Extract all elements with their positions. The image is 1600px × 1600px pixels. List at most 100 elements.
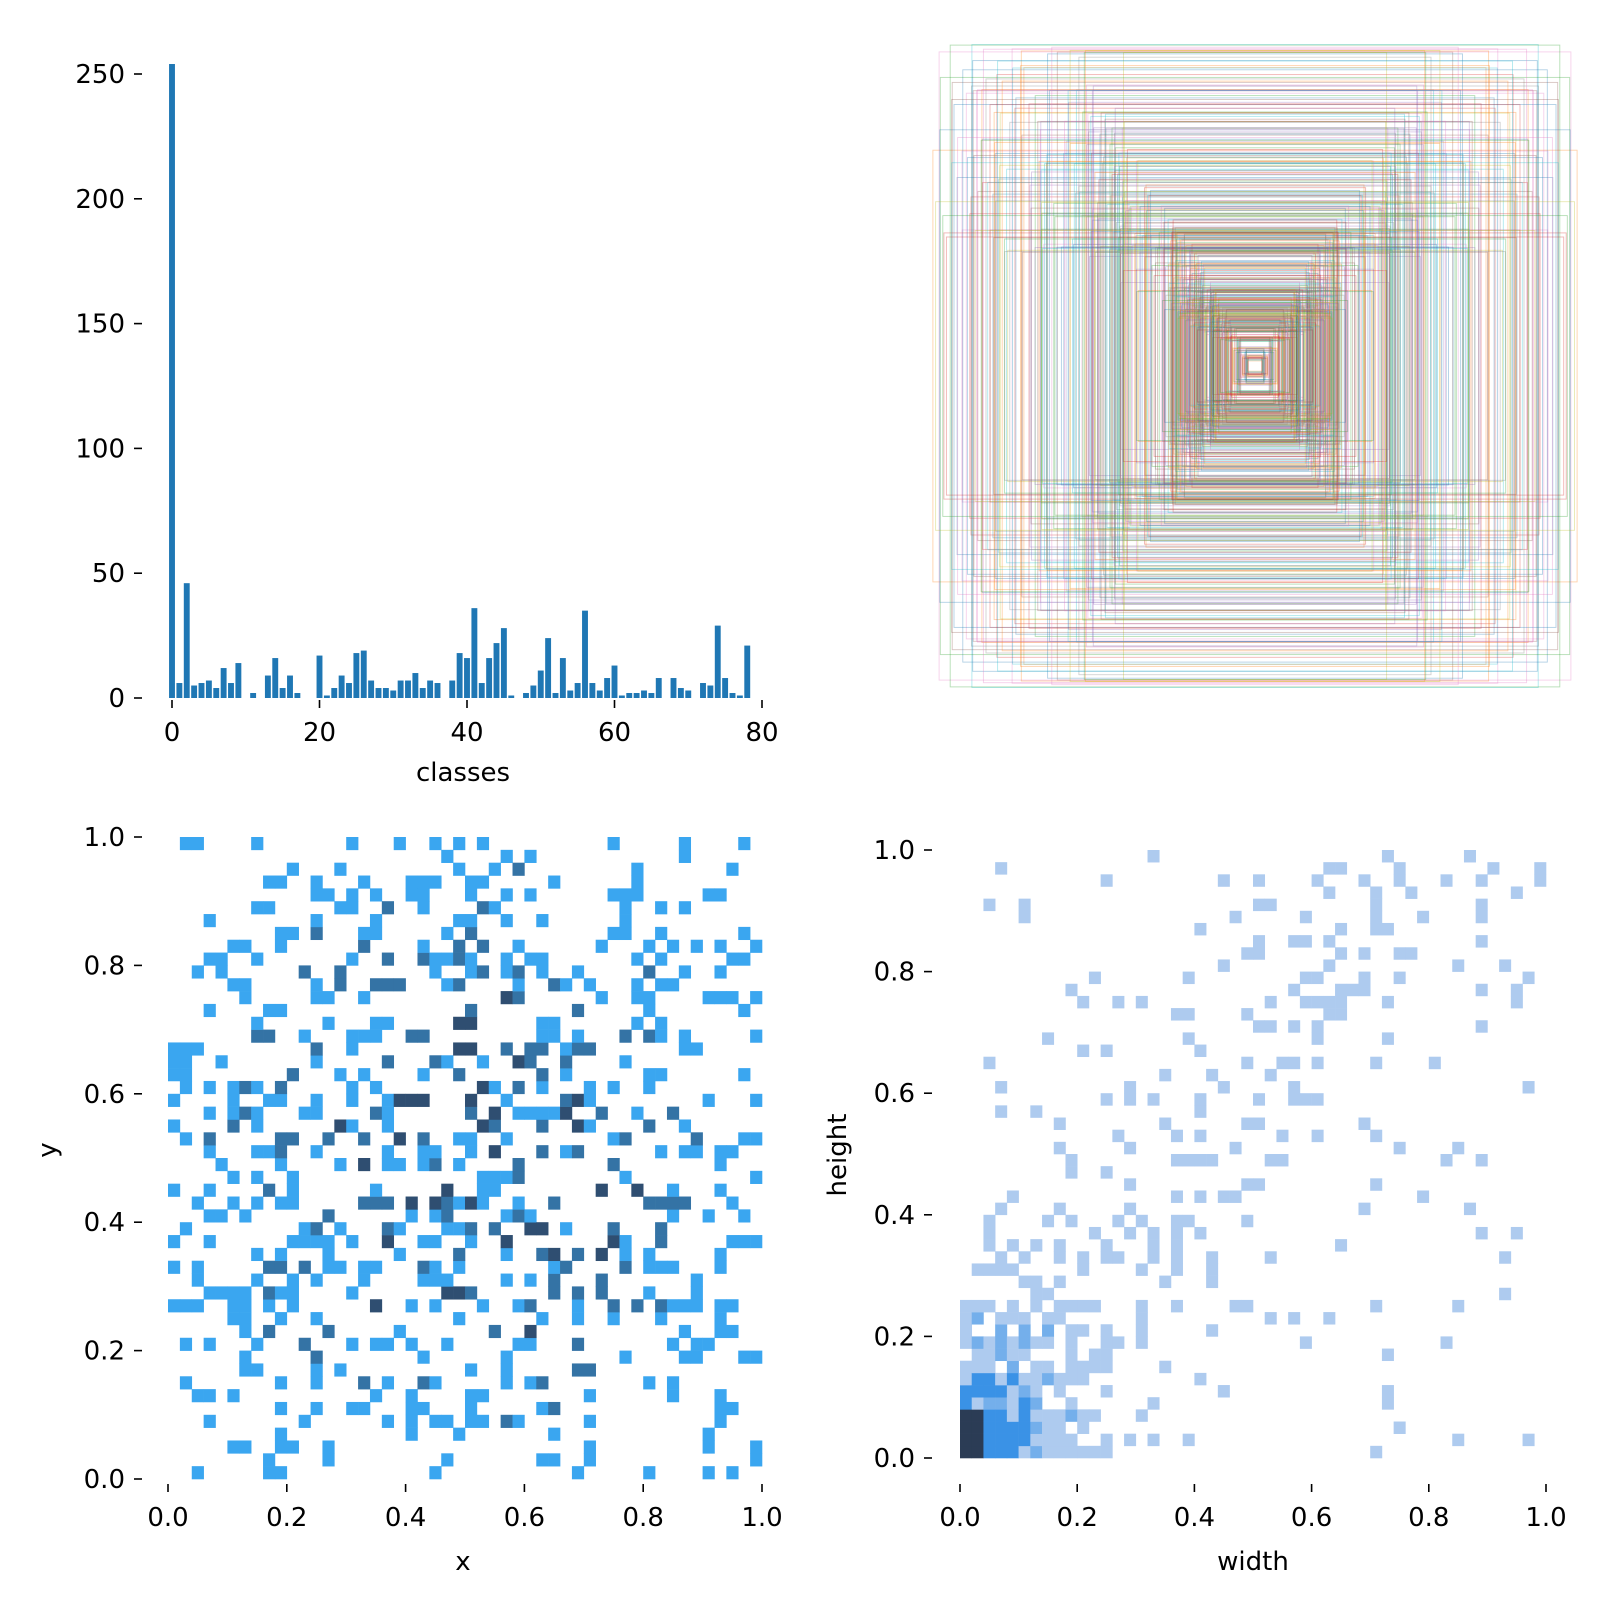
- heatmap-cell: [251, 901, 264, 915]
- heatmap-cell: [263, 1453, 276, 1467]
- label-box: [1233, 349, 1277, 383]
- label-box: [1232, 331, 1278, 401]
- label-box: [1195, 268, 1314, 464]
- heatmap-cell: [310, 991, 323, 1005]
- heatmap-cell: [619, 926, 632, 941]
- heatmap-cell: [512, 939, 525, 953]
- heatmap-cell: [310, 978, 323, 992]
- label-box: [1034, 95, 1476, 637]
- label-box: [1094, 251, 1416, 481]
- heatmap-cell: [1170, 1190, 1183, 1203]
- heatmap-cell: [417, 1260, 430, 1274]
- label-box: [1117, 172, 1393, 559]
- label-box: [1048, 89, 1462, 643]
- bar: [552, 693, 559, 698]
- bar: [744, 645, 751, 698]
- bar: [545, 638, 552, 698]
- heatmap-cell: [536, 1453, 549, 1467]
- heatmap-cell: [488, 862, 501, 876]
- heatmap-cell: [702, 1427, 715, 1441]
- label-box: [1213, 293, 1297, 439]
- heatmap-cell: [1077, 1251, 1090, 1264]
- label-box: [1235, 352, 1275, 380]
- heatmap-cell: [286, 1235, 299, 1249]
- heatmap-cell: [393, 1093, 406, 1107]
- heatmap-cell: [666, 1106, 680, 1120]
- heatmap-cell: [1065, 983, 1078, 997]
- heatmap-cell: [571, 1286, 585, 1300]
- heatmap-cell: [381, 901, 395, 915]
- heatmap-cell: [500, 849, 513, 863]
- heatmap-cell: [548, 1247, 561, 1262]
- label-box: [1131, 245, 1379, 487]
- heatmap-cell: [334, 1119, 347, 1133]
- heatmap-cell: [405, 1093, 418, 1107]
- label-box: [977, 190, 1533, 542]
- heatmap-cell: [453, 978, 466, 992]
- heatmap-cell: [476, 1414, 490, 1428]
- y-tick-label: 50: [92, 559, 125, 589]
- bar: [250, 693, 257, 698]
- heatmap-cell: [1323, 886, 1336, 899]
- label-box: [1223, 325, 1287, 407]
- label-box: [1240, 354, 1270, 378]
- heatmap-cell: [1510, 886, 1523, 899]
- heatmap-cell: [1170, 1251, 1183, 1264]
- heatmap-cell: [1194, 1129, 1207, 1143]
- heatmap-cell: [548, 1286, 561, 1300]
- heatmap-cell: [1100, 1360, 1113, 1374]
- heatmap-cell: [1042, 1287, 1055, 1301]
- label-box: [1198, 260, 1312, 472]
- heatmap-cell: [1288, 1056, 1301, 1070]
- heatmap-cell: [298, 1222, 311, 1236]
- heatmap-cell: [1253, 874, 1266, 887]
- heatmap-cell: [203, 1003, 216, 1018]
- heatmap-cell: [227, 1106, 240, 1120]
- heatmap-cell: [429, 1260, 442, 1274]
- label-box: [1063, 152, 1447, 580]
- label-box: [1227, 340, 1283, 392]
- heatmap-cell: [274, 1003, 288, 1018]
- heatmap-cell: [346, 901, 359, 915]
- heatmap-cell: [251, 1029, 264, 1043]
- label-box: [1037, 120, 1473, 612]
- label-box: [1044, 163, 1466, 569]
- label-box: [1172, 233, 1338, 499]
- heatmap-cell: [1135, 1336, 1148, 1349]
- label-box: [1161, 290, 1349, 442]
- heatmap-cell: [702, 1337, 715, 1351]
- label-box: [1220, 337, 1290, 395]
- heatmap-cell: [298, 1106, 311, 1120]
- heatmap-cell: [203, 1235, 216, 1249]
- heatmap-cell: [1358, 1202, 1371, 1216]
- label-box: [1191, 243, 1319, 489]
- label-box: [1232, 347, 1278, 385]
- heatmap-cell: [607, 1222, 620, 1236]
- heatmap-cell: [334, 901, 347, 915]
- label-box: [1192, 297, 1318, 435]
- label-box: [1116, 249, 1394, 483]
- x-tick-label: 0.4: [385, 1503, 426, 1533]
- heatmap-cell: [524, 1273, 537, 1287]
- heatmap-cell: [441, 849, 454, 863]
- heatmap-cell: [1030, 1433, 1043, 1447]
- heatmap-cell: [524, 1324, 537, 1339]
- label-box: [1206, 320, 1304, 412]
- heatmap-cell: [536, 965, 549, 979]
- heatmap-cell: [322, 1016, 335, 1030]
- heatmap-cell: [286, 1273, 299, 1287]
- heatmap-cell: [1381, 1385, 1394, 1398]
- heatmap-cell: [1194, 1190, 1207, 1203]
- heatmap-cell: [465, 1145, 478, 1159]
- heatmap-cell: [1053, 1409, 1066, 1422]
- heatmap-cell: [227, 1389, 240, 1403]
- label-box: [1119, 165, 1391, 567]
- heatmap-cell: [310, 1401, 323, 1416]
- label-box: [1145, 184, 1365, 548]
- heatmap-cell: [995, 1105, 1008, 1118]
- label-box: [1226, 329, 1284, 403]
- label-box: [1117, 236, 1393, 496]
- heatmap-cell: [453, 1286, 466, 1300]
- heatmap-cell: [1241, 1056, 1254, 1070]
- heatmap-cell: [346, 1235, 359, 1249]
